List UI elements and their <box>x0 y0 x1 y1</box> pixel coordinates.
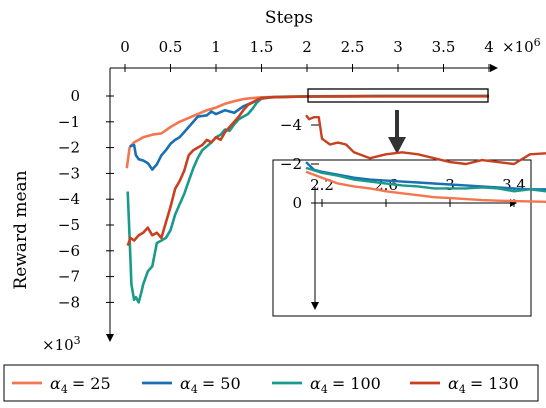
x-tick-label: 0 <box>120 38 130 56</box>
zoom-region-box <box>307 88 489 103</box>
x-axis-title: Steps <box>265 8 313 28</box>
x-tick-group: 0 0.5 1 1.5 2 2.5 3 3.5 4 <box>120 38 494 72</box>
series-line-2 <box>126 94 489 304</box>
y-tick-label: 0 <box>70 87 80 105</box>
legend-label-1: α4 = 50 <box>180 374 241 396</box>
legend: α4 = 25 α4 = 50 α4 = 100 α4 = 130 <box>3 364 539 402</box>
inset-series-lines <box>305 114 546 204</box>
x-tick-label: 1.5 <box>250 38 274 56</box>
y-axis-title: Reward mean <box>11 170 31 289</box>
inset-y-tick-label: −2 <box>280 155 302 173</box>
inset-chart: 2.22.633.43.8 0−2−4 <box>272 114 546 317</box>
x-tick-label: 3.5 <box>432 38 456 56</box>
legend-frame <box>3 364 539 402</box>
y-tick-group: 0 −1 −2 −3 −4 −5 −6 −7 −8 <box>58 87 114 311</box>
x-tick-label: 1 <box>211 38 221 56</box>
x-axis <box>110 64 498 72</box>
y-scale-label: ×103 <box>42 334 81 354</box>
zoom-arrow <box>388 110 406 154</box>
x-scale-label: ×106 <box>502 36 541 56</box>
inset-series-line-1 <box>305 161 546 191</box>
inset-series-line-0 <box>305 170 546 204</box>
series-lines <box>125 94 489 304</box>
inset-series-line-2 <box>305 166 546 193</box>
y-tick-label: −1 <box>58 113 80 131</box>
y-tick-label: −8 <box>58 293 80 311</box>
y-tick-label: −7 <box>58 268 80 286</box>
inset-y-tick-group: 0 −2 −4 <box>280 116 319 212</box>
legend-label-0: α4 = 25 <box>50 374 111 396</box>
y-tick-label: −2 <box>58 139 80 157</box>
x-tick-label: 4 <box>484 38 494 56</box>
series-line-3 <box>126 95 489 247</box>
y-tick-label: −3 <box>58 164 80 182</box>
y-tick-label: −5 <box>58 216 80 234</box>
x-tick-label: 2.5 <box>341 38 365 56</box>
inset-y-tick-label: −4 <box>280 116 302 134</box>
x-tick-label: 3 <box>393 38 403 56</box>
inset-series-line-3 <box>305 114 546 166</box>
legend-label-2: α4 = 100 <box>310 374 381 396</box>
x-tick-label: 0.5 <box>159 38 183 56</box>
y-axis <box>106 68 114 342</box>
y-tick-label: −4 <box>58 190 80 208</box>
y-tick-label: −6 <box>58 242 80 260</box>
legend-label-3: α4 = 130 <box>448 374 519 396</box>
inset-y-tick-label: 0 <box>292 194 302 212</box>
x-tick-label: 2 <box>302 38 312 56</box>
